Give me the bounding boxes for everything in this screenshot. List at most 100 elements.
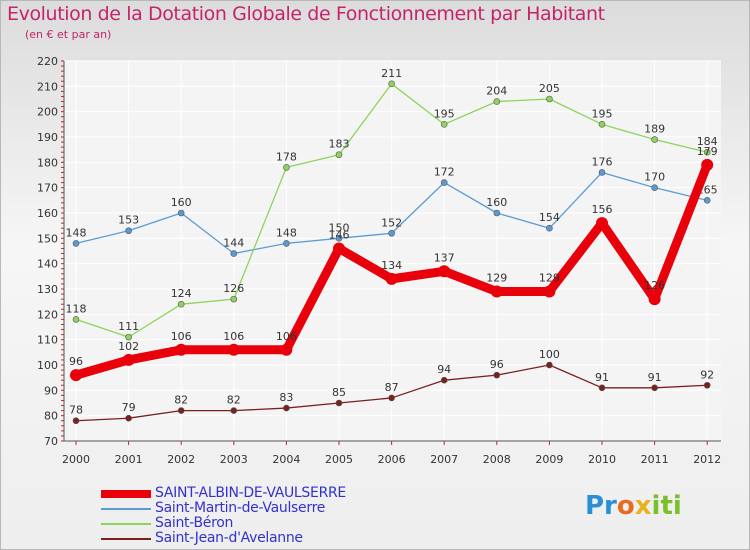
data-label: 78 bbox=[69, 404, 83, 417]
data-label: 156 bbox=[592, 203, 613, 216]
data-label: 172 bbox=[434, 166, 455, 179]
data-point bbox=[493, 209, 501, 217]
x-tick-label: 2003 bbox=[220, 453, 248, 466]
y-tick-label: 200 bbox=[37, 106, 58, 119]
data-point bbox=[385, 272, 398, 285]
data-point bbox=[651, 136, 658, 143]
data-point bbox=[283, 404, 290, 412]
y-tick-label: 210 bbox=[37, 80, 58, 93]
legend-label: Saint-Martin-de-Vaulserre bbox=[155, 500, 326, 516]
legend-swatch bbox=[101, 490, 151, 498]
data-label: 85 bbox=[332, 386, 346, 399]
data-point bbox=[493, 371, 501, 379]
data-label: 178 bbox=[276, 150, 297, 163]
data-label: 195 bbox=[434, 107, 455, 120]
data-point bbox=[388, 229, 395, 237]
x-tick-label: 2000 bbox=[62, 453, 90, 466]
x-tick-label: 2005 bbox=[325, 453, 353, 466]
y-tick-label: 110 bbox=[37, 334, 58, 347]
data-label: 124 bbox=[171, 287, 192, 300]
plot-area bbox=[64, 61, 721, 441]
data-point bbox=[227, 343, 240, 356]
data-point bbox=[333, 242, 345, 255]
data-point bbox=[651, 384, 658, 392]
data-label: 126 bbox=[223, 282, 244, 295]
x-tick-label: 2006 bbox=[378, 453, 406, 466]
data-label: 134 bbox=[381, 259, 402, 272]
data-label: 91 bbox=[648, 371, 662, 384]
y-tick-label: 90 bbox=[44, 384, 58, 397]
data-label: 87 bbox=[385, 381, 399, 394]
data-label: 170 bbox=[644, 171, 665, 184]
legend-swatch bbox=[101, 538, 151, 540]
y-tick-label: 70 bbox=[44, 435, 58, 448]
data-point bbox=[72, 240, 80, 247]
data-label: 82 bbox=[174, 394, 188, 407]
legend-label: Saint-Béron bbox=[155, 515, 234, 531]
legend-swatch bbox=[101, 523, 151, 525]
x-tick-label: 2002 bbox=[167, 453, 195, 466]
data-point bbox=[493, 98, 501, 105]
x-tick-label: 2007 bbox=[430, 453, 458, 466]
data-point bbox=[701, 158, 714, 171]
data-point bbox=[177, 407, 185, 414]
x-tick-label: 2009 bbox=[535, 453, 563, 466]
data-label: 129 bbox=[539, 272, 560, 285]
data-label: 204 bbox=[486, 85, 507, 98]
data-point bbox=[598, 121, 606, 128]
data-label: 179 bbox=[697, 145, 718, 158]
y-tick-label: 80 bbox=[44, 410, 58, 423]
data-point bbox=[70, 369, 82, 382]
data-label: 195 bbox=[592, 107, 613, 120]
data-label: 189 bbox=[644, 123, 665, 136]
y-tick-label: 180 bbox=[37, 156, 58, 169]
data-point bbox=[177, 300, 185, 308]
y-tick-label: 100 bbox=[37, 359, 58, 372]
y-tick-label: 160 bbox=[37, 207, 58, 220]
data-point bbox=[122, 353, 135, 366]
data-point bbox=[72, 417, 80, 425]
x-tick-label: 2008 bbox=[483, 453, 511, 466]
data-label: 148 bbox=[66, 226, 87, 239]
y-tick-label: 130 bbox=[37, 283, 58, 296]
data-label: 106 bbox=[276, 330, 297, 343]
x-tick-label: 2010 bbox=[588, 453, 616, 466]
data-point bbox=[177, 209, 185, 217]
data-label: 184 bbox=[697, 135, 718, 148]
data-point bbox=[598, 384, 606, 392]
data-point bbox=[335, 235, 343, 242]
data-point bbox=[546, 361, 553, 369]
data-label: 160 bbox=[486, 196, 507, 209]
data-label: 205 bbox=[539, 82, 560, 95]
data-label: 176 bbox=[592, 155, 613, 168]
x-tick-label: 2012 bbox=[693, 453, 721, 466]
data-label: 146 bbox=[329, 228, 350, 241]
y-tick-label: 120 bbox=[37, 308, 58, 321]
x-tick-label: 2001 bbox=[115, 453, 143, 466]
data-point bbox=[438, 265, 451, 278]
data-label: 152 bbox=[381, 216, 402, 229]
data-label: 102 bbox=[118, 340, 139, 353]
chart-subtitle: (en € et par an) bbox=[25, 28, 112, 41]
data-point bbox=[543, 285, 556, 298]
data-point bbox=[388, 80, 395, 88]
y-tick-label: 170 bbox=[37, 182, 58, 195]
data-point bbox=[596, 217, 608, 230]
data-point bbox=[440, 121, 448, 128]
data-point bbox=[175, 343, 188, 356]
data-label: 94 bbox=[437, 363, 451, 376]
data-point bbox=[703, 197, 711, 204]
data-point bbox=[230, 295, 238, 303]
data-label: 96 bbox=[490, 358, 504, 371]
data-point bbox=[335, 151, 343, 159]
chart-title: Evolution de la Dotation Globale de Fonc… bbox=[7, 3, 605, 25]
data-point bbox=[440, 376, 448, 384]
data-point bbox=[546, 95, 553, 103]
legend-label: Saint-Jean-d'Avelanne bbox=[155, 530, 303, 546]
data-label: 96 bbox=[69, 355, 83, 368]
data-point bbox=[598, 169, 606, 176]
data-point bbox=[283, 164, 290, 171]
data-point bbox=[283, 240, 290, 247]
